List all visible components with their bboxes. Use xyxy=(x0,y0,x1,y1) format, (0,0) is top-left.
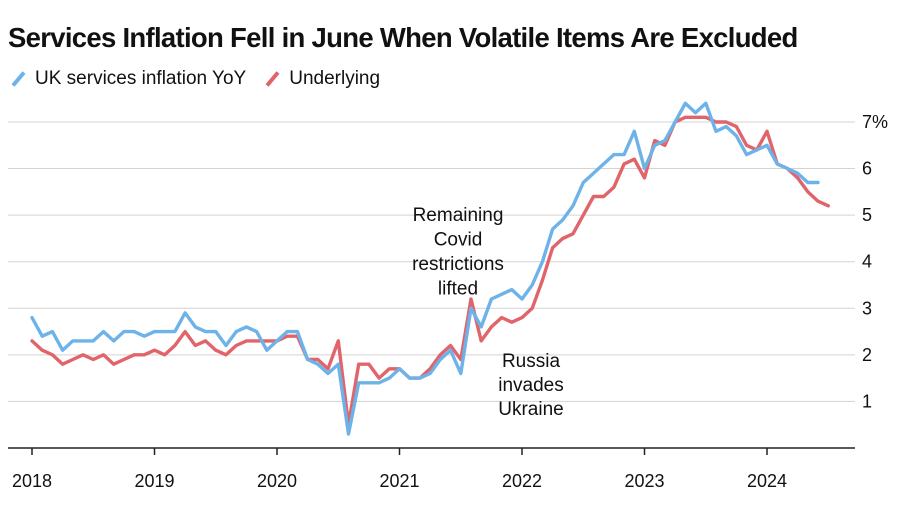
x-tick-label-2023: 2023 xyxy=(624,471,664,491)
legend-item-services: UK services inflation YoY xyxy=(10,68,246,90)
y-tick-label-7: 7% xyxy=(862,112,888,132)
series-line-services xyxy=(30,101,820,436)
x-axis: 2018 2019 2020 2021 2022 2023 2024 xyxy=(8,447,855,491)
x-tick-label-2019: 2019 xyxy=(134,471,174,491)
x-tick-label-2020: 2020 xyxy=(257,471,297,491)
annotation-russia-line-2: Ukraine xyxy=(498,399,563,420)
series-line-underlying xyxy=(30,115,830,427)
x-tick-label-2024: 2024 xyxy=(747,471,787,491)
x-tick-label-2018: 2018 xyxy=(12,471,52,491)
y-tick-label-1: 1 xyxy=(862,391,872,411)
y-tick-label-4: 4 xyxy=(862,252,872,272)
legend-item-underlying: Underlying xyxy=(264,68,380,90)
legend: UK services inflation YoY Underlying xyxy=(10,68,398,90)
legend-label-underlying: Underlying xyxy=(289,68,381,89)
x-tick-label-2022: 2022 xyxy=(502,471,542,491)
y-tick-label-3: 3 xyxy=(862,298,872,318)
x-tick-label-2021: 2021 xyxy=(379,471,419,491)
annotation-covid-line-0: Remaining xyxy=(413,205,504,226)
y-axis-ticks: 1 2 3 4 5 6 7% xyxy=(862,112,888,411)
annotations: Remaining Covid restrictions lifted Russia in… xyxy=(412,205,564,420)
chart-title: Services Inflation Fell in June When Vol… xyxy=(8,22,798,53)
series-lines xyxy=(30,101,830,436)
legend-label-services: UK services inflation YoY xyxy=(35,68,247,89)
annotation-covid-line-2: restrictions xyxy=(412,254,504,275)
annotation-covid-line-1: Covid xyxy=(434,230,483,251)
y-tick-label-5: 5 xyxy=(862,205,872,225)
y-tick-label-6: 6 xyxy=(862,159,872,179)
annotation-russia-line-0: Russia xyxy=(502,351,561,372)
annotation-russia-line-1: invades xyxy=(498,375,564,396)
y-tick-label-2: 2 xyxy=(862,345,872,365)
annotation-covid-line-3: lifted xyxy=(438,279,478,300)
